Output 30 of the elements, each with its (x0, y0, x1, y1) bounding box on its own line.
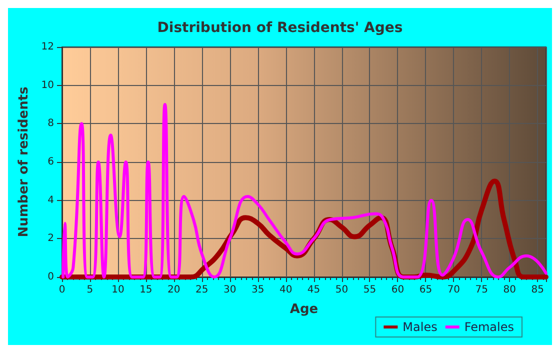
chart-title: Distribution of Residents' Ages (157, 20, 403, 36)
x-tick-label: 75 (475, 284, 488, 296)
x-tick-label: 30 (223, 284, 236, 296)
x-tick-label: 15 (140, 284, 152, 296)
y-tick-label: 4 (48, 194, 54, 206)
x-tick-label: 10 (112, 284, 124, 296)
x-tick-label: 80 (503, 284, 516, 296)
x-tick-label: 60 (391, 284, 404, 296)
legend-label: Males (402, 320, 438, 334)
x-tick-label: 50 (335, 284, 348, 296)
y-tick-label: 12 (41, 42, 54, 52)
x-tick-label: 55 (363, 284, 376, 296)
x-tick-label: 45 (307, 284, 320, 296)
x-tick-label: 70 (447, 284, 460, 296)
x-tick-label: 40 (279, 284, 292, 296)
x-tick-label: 20 (168, 284, 180, 296)
y-tick-label: 0 (48, 272, 54, 282)
x-tick-label: 35 (251, 284, 264, 296)
y-tick-label: 2 (48, 233, 54, 244)
x-tick-label: 85 (531, 284, 544, 296)
y-tick-label: 10 (41, 80, 54, 91)
y-tick-label: 8 (48, 118, 54, 130)
y-tick-label: 6 (48, 156, 54, 168)
x-tick-label: 65 (419, 284, 432, 296)
x-tick-label: 25 (196, 284, 208, 296)
legend-label: Females (464, 320, 514, 334)
x-tick-label: 0 (58, 284, 66, 296)
x-axis-title: Age (290, 302, 318, 317)
x-tick-label: 5 (86, 284, 94, 296)
y-axis-title: Number of residents (16, 86, 32, 238)
